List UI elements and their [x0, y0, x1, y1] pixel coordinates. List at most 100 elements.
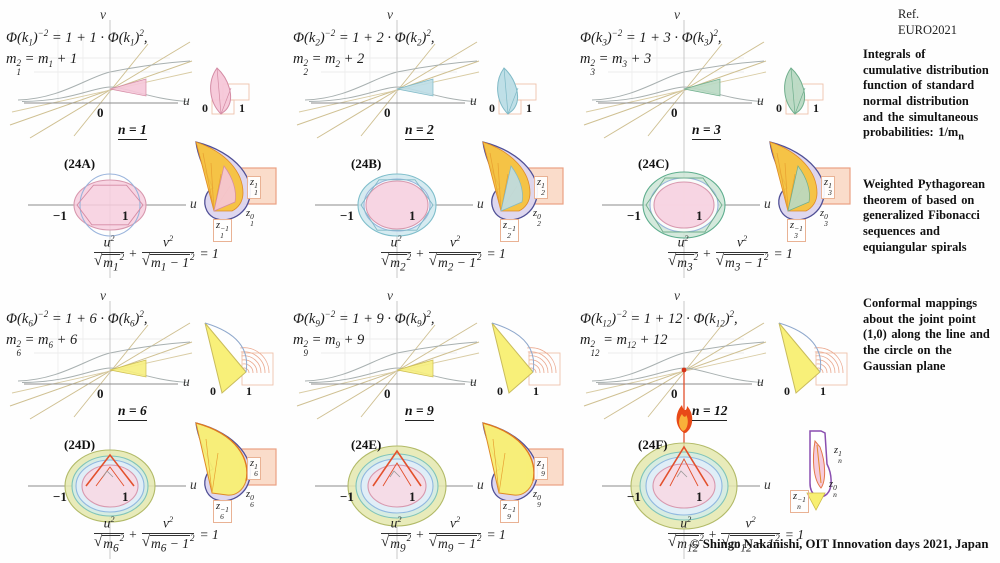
radical-sign: √ — [94, 533, 103, 550]
circle-minus-one-tick: −1 — [53, 208, 67, 223]
n-value-label: n = 1 — [118, 122, 147, 140]
inset-one-tick: 1 — [246, 384, 252, 398]
n-value-label: n = 3 — [692, 122, 721, 140]
u-axis-label-top: u — [757, 374, 764, 389]
inset-zero-tick: 0 — [210, 384, 216, 398]
z-sup-minus1-label: z −1 6 — [213, 500, 232, 523]
phi-equation: Φ(k2)−2 = 1 + 2 · Φ(k2)2, — [293, 28, 435, 48]
inset-one-tick: 1 — [533, 384, 539, 398]
panel-tag: (24D) — [64, 437, 96, 452]
v-axis-label: v — [100, 288, 106, 303]
inset-one-tick: 1 — [526, 101, 532, 115]
u-fraction: u2 √ m3 2 — [668, 234, 699, 274]
circle-one-tick: 1 — [696, 489, 703, 504]
u-fraction: u2 √ m2 2 — [381, 234, 412, 274]
circle-one-tick: 1 — [409, 489, 416, 504]
panel-equations: Φ(k12)−2 = 1 + 12 · Φ(k12)2, m 2 12 = m12 … — [580, 308, 738, 359]
plus-sign: + — [129, 245, 137, 261]
plus-sign: + — [708, 526, 717, 542]
equals-one: = 1 — [486, 245, 506, 261]
origin-tick-label: 0 — [671, 105, 678, 120]
panel: Φ(k12)−2 = 1 + 12 · Φ(k12)2, m 2 12 = m12 … — [574, 281, 861, 562]
inset-zero-tick: 0 — [784, 384, 790, 398]
radical-sign: √ — [668, 252, 677, 269]
panel-figure-svg — [0, 0, 287, 281]
radical-sign: √ — [141, 252, 150, 269]
radical-sign: √ — [428, 533, 437, 550]
n-value-label: n = 12 — [692, 403, 728, 421]
z-sup-minus1-label: z −1 2 — [500, 219, 519, 242]
inset-zero-tick: 0 — [489, 101, 495, 115]
u-fraction: u2 √ m12 2 — [668, 515, 704, 555]
origin-tick-label: 0 — [384, 105, 391, 120]
reference-note: Ref. EURO2021 — [898, 7, 958, 38]
v-axis-label: v — [674, 7, 680, 22]
u-axis-label-top: u — [470, 93, 477, 108]
u-fraction: u2 √ m9 2 — [381, 515, 412, 555]
n-value-label: n = 9 — [405, 403, 434, 421]
inset-one-tick: 1 — [239, 101, 245, 115]
u-fraction: u2 √ m6 2 — [94, 515, 125, 555]
u-axis-label-top: u — [470, 374, 477, 389]
plus-sign: + — [416, 526, 424, 542]
n-value-label: n = 6 — [118, 403, 147, 421]
radical-sign: √ — [381, 252, 390, 269]
z-sup-minus1-label: z −1 n — [790, 490, 809, 513]
radical-sign: √ — [94, 252, 103, 269]
panel-figure-svg — [287, 0, 574, 281]
circle-minus-one-tick: −1 — [627, 489, 641, 504]
u-axis-label-circle: u — [477, 477, 484, 492]
note-integrals-cdf: Integrals of cumulative distribution funct… — [863, 47, 989, 143]
circle-minus-one-tick: −1 — [340, 208, 354, 223]
u-axis-label-circle: u — [190, 196, 197, 211]
equals-one: = 1 — [773, 245, 793, 261]
circle-one-tick: 1 — [122, 489, 129, 504]
origin-tick-label: 0 — [97, 105, 104, 120]
note-conformal-mappings: Conformal mappings about the joint point(… — [863, 296, 990, 373]
plus-sign: + — [416, 245, 424, 261]
phi-equation: Φ(k3)−2 = 1 + 3 · Φ(k3)2, — [580, 28, 722, 48]
radical-sign: √ — [428, 252, 437, 269]
panel-figure-svg — [574, 281, 861, 562]
u-axis-label-circle: u — [190, 477, 197, 492]
v-axis-label: v — [100, 7, 106, 22]
radical-sign: √ — [381, 533, 390, 550]
sidebar-notes: Ref. EURO2021 Integrals of cumulative dist… — [861, 0, 1000, 563]
equals-one: = 1 — [199, 526, 219, 542]
circle-one-tick: 1 — [696, 208, 703, 223]
inset-zero-tick: 0 — [202, 101, 208, 115]
u-axis-label-top: u — [757, 93, 764, 108]
inset-one-tick: 1 — [820, 384, 826, 398]
panel-tag: (24B) — [351, 156, 382, 171]
v-axis-label: v — [387, 7, 393, 22]
panel-figure-svg — [574, 0, 861, 281]
origin-tick-label: 0 — [671, 386, 678, 401]
circle-minus-one-tick: −1 — [53, 489, 67, 504]
radical-sign: √ — [721, 533, 730, 550]
